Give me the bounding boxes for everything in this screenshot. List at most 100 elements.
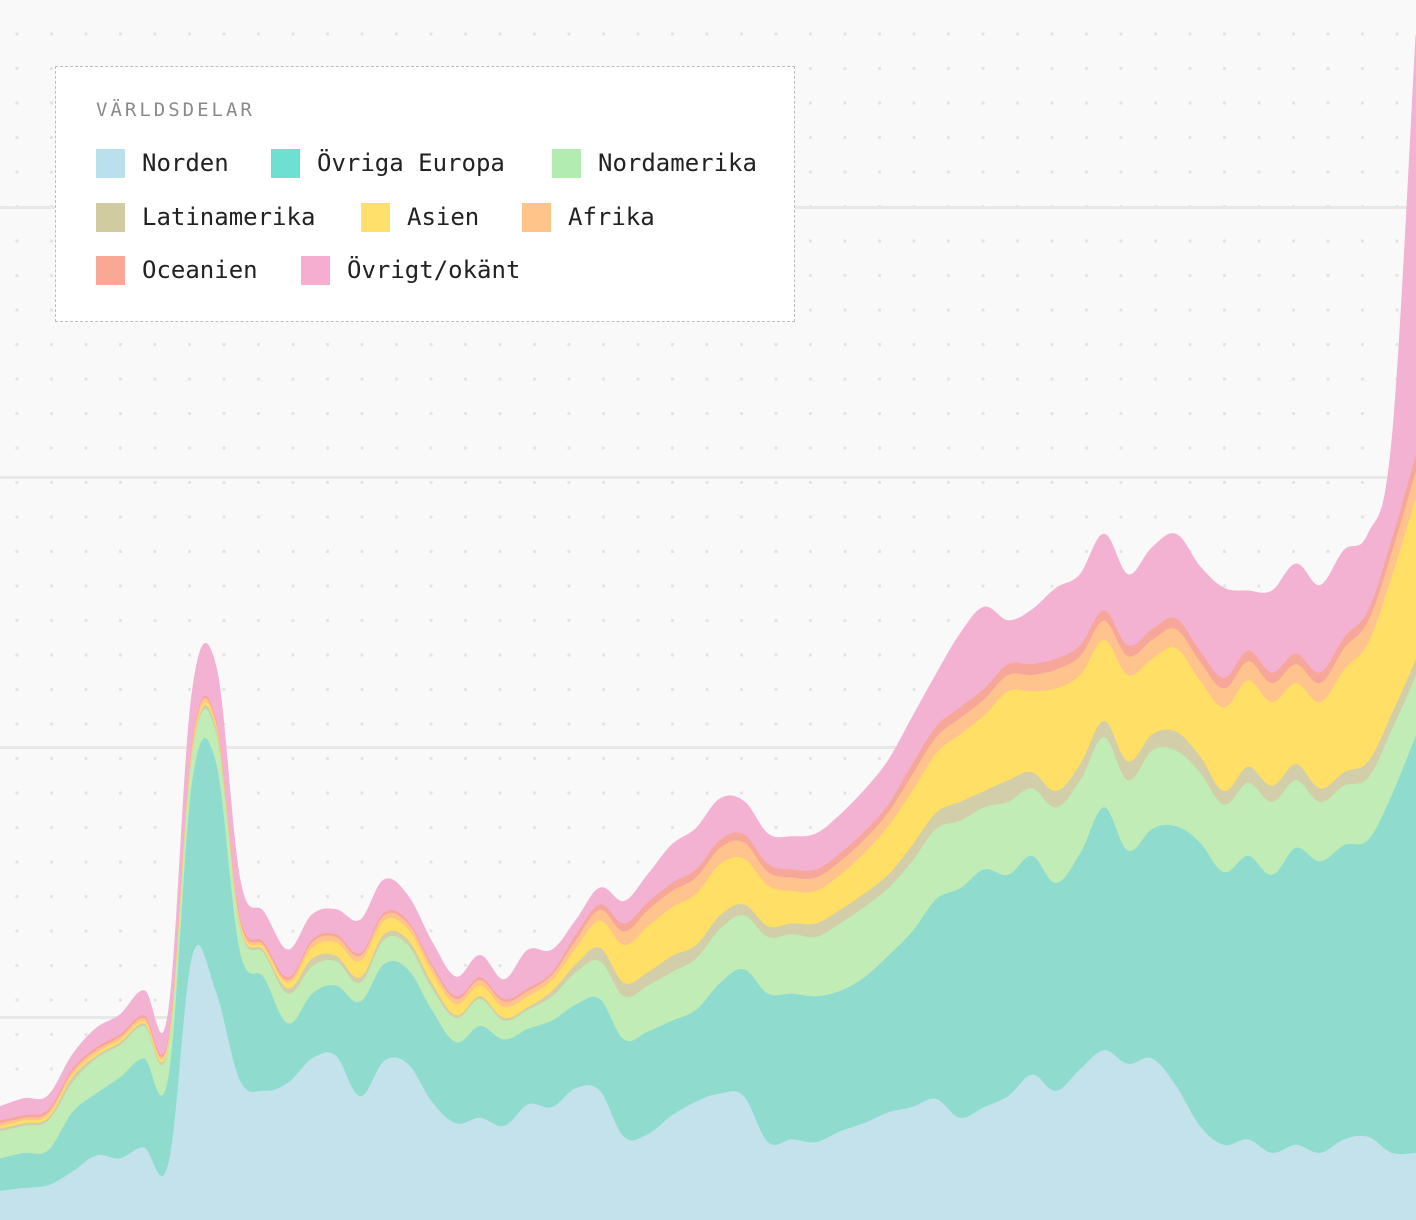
grid-dot [15, 135, 19, 140]
grid-dot [291, 377, 295, 381]
grid-dot [15, 998, 19, 1002]
grid-dot [463, 791, 468, 795]
grid-dot [118, 860, 123, 864]
legend-swatch [96, 255, 125, 285]
grid-dot [774, 411, 778, 416]
legend-swatch [96, 202, 125, 232]
grid-dot [981, 480, 985, 485]
grid-dot [498, 791, 502, 795]
grid-dot [981, 308, 985, 312]
grid-dot [567, 722, 571, 726]
grid-dot [843, 791, 847, 795]
legend-item-asien[interactable]: Asien [361, 202, 479, 232]
grid-dot [394, 756, 399, 761]
grid-dot [670, 825, 675, 830]
legend-item-ovrigt-okant[interactable]: Övrigt/okänt [301, 255, 520, 285]
grid-dot [670, 342, 675, 347]
grid-dot [532, 653, 537, 657]
grid-dot [1222, 584, 1227, 588]
grid-dot [118, 963, 123, 968]
grid-dot [463, 894, 468, 899]
grid-dot [187, 687, 192, 692]
grid-dot [981, 584, 985, 588]
grid-dot [15, 549, 19, 554]
grid-dot [601, 825, 606, 830]
grid-dot [15, 860, 19, 864]
grid-dot [532, 894, 537, 899]
grid-dot [118, 722, 123, 726]
grid-dot [1291, 239, 1296, 243]
grid-dot [808, 791, 813, 795]
grid-dot [843, 101, 847, 105]
legend-item-nordamerika[interactable]: Nordamerika [552, 148, 757, 178]
legend-item-afrika[interactable]: Afrika [522, 202, 655, 232]
grid-dot [291, 756, 295, 761]
grid-dot [256, 653, 261, 657]
grid-dot [739, 342, 744, 347]
grid-dot [325, 687, 330, 692]
grid-dot [1119, 342, 1123, 347]
grid-dot [498, 825, 502, 830]
legend-item-ovriga-europa[interactable]: Övriga Europa [271, 148, 505, 178]
grid-dot [774, 756, 778, 761]
grid-dot [84, 618, 88, 623]
grid-dot [49, 342, 54, 347]
grid-dot [15, 308, 19, 312]
grid-dot [498, 653, 502, 657]
grid-dot [532, 687, 537, 692]
grid-dot [808, 653, 813, 657]
grid-dot [187, 446, 192, 450]
grid-dot [360, 756, 364, 761]
grid-dot [256, 377, 261, 381]
grid-dot [291, 860, 295, 864]
grid-dot [1015, 308, 1020, 312]
grid-dot [843, 170, 847, 174]
grid-dot [325, 549, 330, 554]
grid-dot [84, 825, 88, 830]
grid-dot [981, 342, 985, 347]
legend-item-latinamerika[interactable]: Latinamerika [96, 202, 315, 232]
grid-dot [808, 377, 813, 381]
grid-dot [877, 687, 882, 692]
grid-dot [325, 480, 330, 485]
grid-dot [1084, 66, 1089, 71]
grid-dot [429, 860, 433, 864]
grid-dot [532, 584, 537, 588]
grid-dot [843, 584, 847, 588]
legend-swatch [96, 148, 125, 178]
grid-dot [1015, 135, 1020, 140]
grid-dot [325, 894, 330, 899]
grid-dot [1119, 135, 1123, 140]
legend-label: Oceanien [142, 256, 258, 284]
grid-dot [463, 722, 468, 726]
grid-dot [15, 963, 19, 968]
legend-item-oceanien[interactable]: Oceanien [96, 255, 258, 285]
grid-dot [808, 66, 813, 71]
grid-dot [1257, 342, 1261, 347]
grid-dot [601, 480, 606, 485]
grid-dot [256, 756, 261, 761]
grid-dot [49, 239, 54, 243]
grid-dot [1395, 170, 1399, 174]
grid-dot [360, 515, 364, 519]
grid-dot [429, 929, 433, 933]
grid-dot [1153, 101, 1158, 105]
grid-dot [1257, 411, 1261, 416]
grid-dot [153, 411, 157, 416]
grid-dot [1326, 342, 1330, 347]
grid-dot [463, 549, 468, 554]
grid-dot [1188, 480, 1192, 485]
grid-dot [222, 377, 226, 381]
grid-dot [118, 618, 123, 623]
area-series-8[interactable]: Övrigt/okänt [0, 34, 1416, 1121]
grid-dot [808, 687, 813, 692]
legend-item-norden[interactable]: Norden [96, 148, 229, 178]
grid-dot [84, 894, 88, 899]
grid-dot [118, 411, 123, 416]
grid-dot [325, 411, 330, 416]
grid-dot [532, 342, 537, 347]
grid-dot [463, 446, 468, 450]
grid-dot [1050, 135, 1054, 140]
grid-dot [49, 308, 54, 312]
grid-dot [118, 342, 123, 347]
